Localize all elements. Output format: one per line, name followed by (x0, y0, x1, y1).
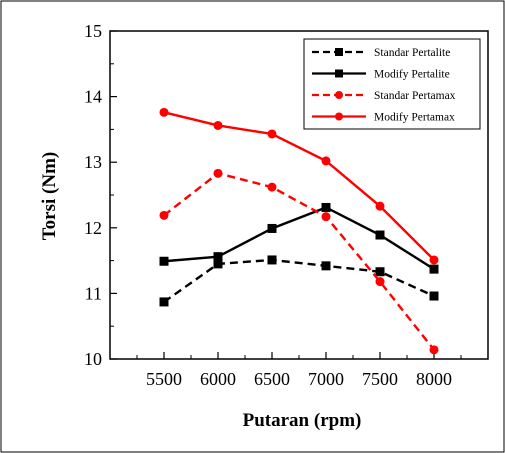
data-point-standar-pertalite (213, 259, 223, 269)
y-tick-label: 12 (84, 218, 102, 238)
data-point-standar-pertamax (267, 182, 277, 192)
y-tick-label: 15 (84, 21, 102, 41)
legend-marker-standar-pertamax (335, 91, 343, 99)
data-point-standar-pertalite (159, 297, 169, 307)
data-point-standar-pertamax (429, 345, 439, 355)
y-tick-label: 11 (85, 283, 102, 303)
data-point-modify-pertamax (321, 156, 331, 166)
legend-marker-standar-pertalite (335, 48, 343, 56)
data-point-modify-pertamax (159, 107, 169, 117)
data-point-modify-pertalite (429, 264, 439, 274)
series-line-standar-pertalite (163, 258, 435, 303)
y-axis-label: Torsi (Nm) (39, 152, 60, 241)
legend-label-standar-pertamax: Standar Pertamax (374, 90, 456, 102)
x-tick-label: 7000 (308, 369, 344, 389)
data-point-modify-pertalite (321, 202, 331, 212)
legend-label-modify-pertalite: Modify Pertalite (374, 69, 450, 81)
data-point-modify-pertamax (375, 201, 385, 211)
data-point-standar-pertalite (321, 261, 331, 271)
data-point-standar-pertamax (159, 210, 169, 220)
data-point-modify-pertamax (213, 120, 223, 130)
data-point-modify-pertalite (375, 230, 385, 240)
legend-marker-modify-pertalite (335, 69, 343, 78)
data-point-standar-pertamax (321, 212, 331, 222)
legend-label-standar-pertalite: Standar Pertalite (374, 47, 450, 59)
data-point-standar-pertamax (375, 277, 385, 287)
x-tick-label: 7500 (362, 369, 398, 389)
series-line-modify-pertalite (163, 206, 435, 271)
series-line-modify-pertamax (163, 111, 435, 261)
y-tick-label: 13 (84, 152, 102, 172)
data-point-modify-pertamax (429, 255, 439, 265)
legend-box (303, 38, 481, 130)
legend-marker-modify-pertamax (335, 112, 343, 121)
y-tick-label: 14 (84, 87, 102, 107)
data-point-standar-pertamax (213, 168, 223, 178)
x-tick-label: 5500 (146, 369, 182, 389)
data-point-standar-pertalite (267, 255, 277, 265)
x-tick-label: 6000 (200, 369, 236, 389)
data-point-modify-pertalite (159, 256, 169, 266)
data-point-standar-pertalite (375, 267, 385, 277)
data-point-modify-pertalite (267, 223, 277, 233)
data-point-modify-pertamax (267, 129, 277, 139)
x-tick-label: 8000 (416, 369, 452, 389)
x-tick-label: 6500 (254, 369, 290, 389)
legend-label-modify-pertamax: Modify Pertamax (374, 112, 455, 124)
data-point-standar-pertalite (429, 291, 439, 301)
series-line-standar-pertamax (163, 172, 435, 351)
data-point-modify-pertalite (213, 252, 223, 262)
y-tick-label: 10 (84, 349, 102, 369)
x-axis-label: Putaran (rpm) (243, 410, 362, 431)
